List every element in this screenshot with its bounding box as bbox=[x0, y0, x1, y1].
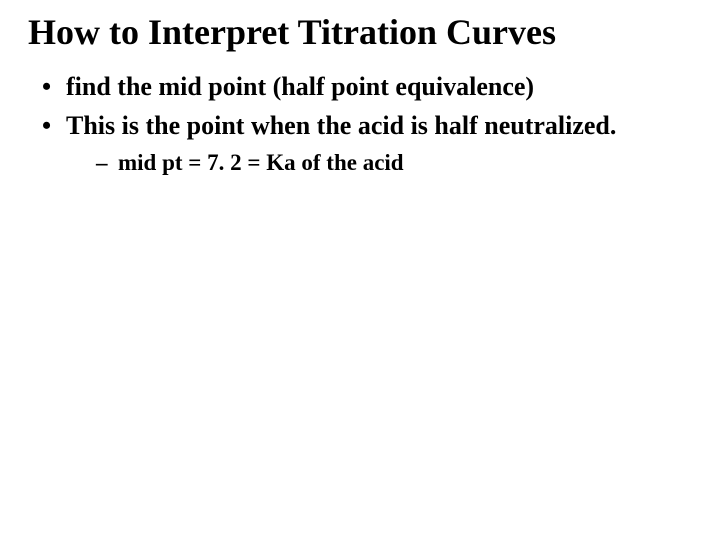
sub-bullet-item: mid pt = 7. 2 = Ka of the acid bbox=[96, 148, 692, 178]
slide: How to Interpret Titration Curves find t… bbox=[0, 0, 720, 540]
slide-title: How to Interpret Titration Curves bbox=[28, 12, 692, 53]
bullet-item: This is the point when the acid is half … bbox=[42, 110, 692, 178]
bullet-text: This is the point when the acid is half … bbox=[66, 111, 616, 140]
sub-bullet-list: mid pt = 7. 2 = Ka of the acid bbox=[66, 148, 692, 178]
sub-bullet-text: mid pt = 7. 2 = Ka of the acid bbox=[118, 150, 404, 175]
bullet-item: find the mid point (half point equivalen… bbox=[42, 71, 692, 104]
bullet-text: find the mid point (half point equivalen… bbox=[66, 72, 534, 101]
bullet-list: find the mid point (half point equivalen… bbox=[28, 71, 692, 178]
